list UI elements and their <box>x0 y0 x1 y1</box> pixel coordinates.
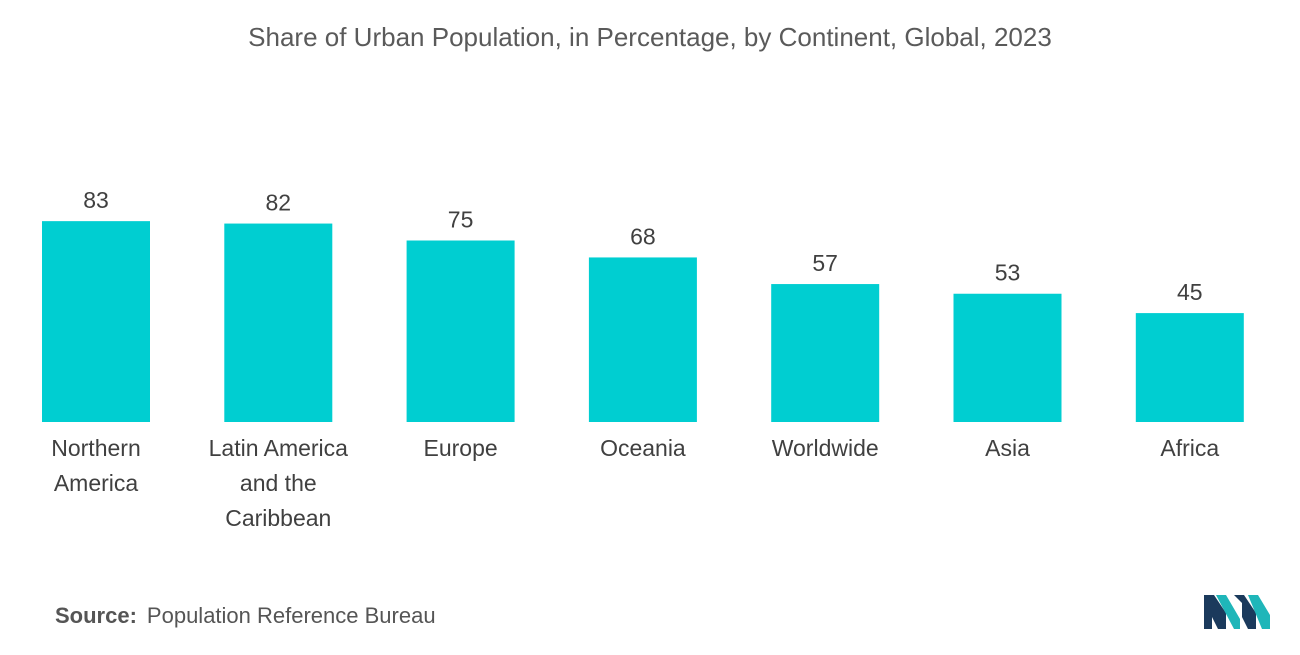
bar-1 <box>224 223 333 422</box>
bar-4 <box>771 284 880 422</box>
data-label-5: 53 <box>995 260 1021 286</box>
bar-chart: 83 Northern America 82 Latin America and the C… <box>42 187 1244 531</box>
data-label-1: 82 <box>266 190 292 216</box>
data-label-0: 83 <box>83 187 109 213</box>
data-label-4: 57 <box>812 250 838 276</box>
bar-0 <box>42 221 150 422</box>
bar-2 <box>406 240 515 422</box>
source-label: Source: <box>55 603 137 628</box>
tick-label-3: Oceania <box>600 435 686 461</box>
data-label-6: 45 <box>1177 279 1203 305</box>
tick-label-1: Latin America and the Caribbean <box>209 435 349 531</box>
tick-label-0: Northern America <box>51 435 140 496</box>
tick-label-4: Worldwide <box>772 435 879 461</box>
tick-label-6: Africa <box>1160 435 1219 461</box>
source-note: Source: Population Reference Bureau <box>55 603 436 629</box>
tick-label-2: Europe <box>424 435 498 461</box>
source-text: Population Reference Bureau <box>146 603 436 628</box>
brand-logo-icon <box>1204 595 1270 629</box>
data-label-3: 68 <box>630 223 656 249</box>
tick-label-5: Asia <box>985 435 1030 461</box>
chart-title: Share of Urban Population, in Percentage… <box>248 22 1052 52</box>
bar-3 <box>588 257 697 422</box>
bar-6 <box>1135 313 1244 422</box>
data-label-2: 75 <box>448 207 474 233</box>
bar-5 <box>953 293 1062 422</box>
